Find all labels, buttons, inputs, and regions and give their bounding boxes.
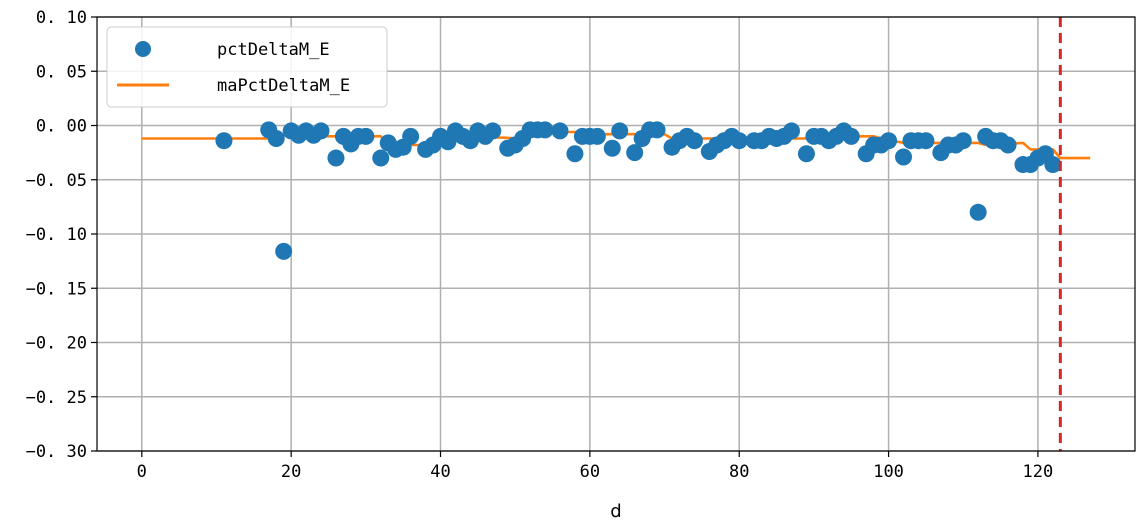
scatter-point [603, 139, 621, 157]
scatter-point [999, 136, 1017, 154]
scatter-point [566, 145, 584, 163]
scatter-point [215, 132, 233, 150]
x-tick-label: 100 [873, 462, 904, 482]
x-tick-label: 80 [729, 462, 749, 482]
scatter-point [842, 127, 860, 145]
scatter-point [797, 145, 815, 163]
scatter-point [611, 122, 629, 140]
scatter-point [969, 203, 987, 221]
x-tick-label: 60 [580, 462, 600, 482]
x-tick-label: 20 [281, 462, 301, 482]
scatter-point [327, 149, 345, 167]
scatter-point [782, 122, 800, 140]
y-tick-label: −0. 05 [26, 171, 87, 191]
scatter-point [626, 144, 644, 162]
y-tick-label: −0. 15 [26, 279, 87, 299]
legend: pctDeltaM_E maPctDeltaM_E [106, 26, 388, 108]
scatter-point [648, 121, 666, 139]
y-tick-label: −0. 10 [26, 225, 87, 245]
scatter-point [917, 132, 935, 150]
legend-label-pctDeltaM_E: pctDeltaM_E [217, 40, 330, 60]
scatter-point [312, 122, 330, 140]
scatter-point [275, 242, 293, 260]
x-tick-label: 40 [430, 462, 450, 482]
scatter-point [484, 122, 502, 140]
scatter-point [372, 149, 390, 167]
y-tick-label: −0. 25 [26, 388, 87, 408]
scatter-point [895, 148, 913, 166]
x-tick-label: 120 [1023, 462, 1054, 482]
scatter-point [402, 127, 420, 145]
scatter-point [267, 130, 285, 148]
scatter-point [357, 127, 375, 145]
x-axis-label: d [610, 501, 621, 522]
y-tick-label: −0. 30 [26, 442, 87, 462]
grid [97, 16, 1135, 452]
y-tick-label: 0. 10 [36, 8, 87, 28]
scatter-point [1044, 156, 1062, 174]
scatter-layer [215, 121, 1062, 260]
y-tick-label: −0. 20 [26, 334, 87, 354]
scatter-point [954, 132, 972, 150]
legend-label-maPctDeltaM_E: maPctDeltaM_E [217, 76, 350, 96]
scatter-point [730, 132, 748, 150]
y-tick-label: 0. 05 [36, 62, 87, 82]
legend-marker-scatter [135, 41, 151, 57]
y-tick-label: 0. 00 [36, 117, 87, 137]
scatter-point [588, 127, 606, 145]
x-tick-label: 0 [137, 462, 147, 482]
scatter-point [880, 132, 898, 150]
scatter-point [536, 121, 554, 139]
ticks: 0 20 40 60 80 100 120 0. 10 0. 05 0. 00 −0. 05 −0. … [26, 8, 1054, 482]
scatter-point [685, 132, 703, 150]
scatter-point [551, 122, 569, 140]
legend-box [106, 26, 388, 108]
